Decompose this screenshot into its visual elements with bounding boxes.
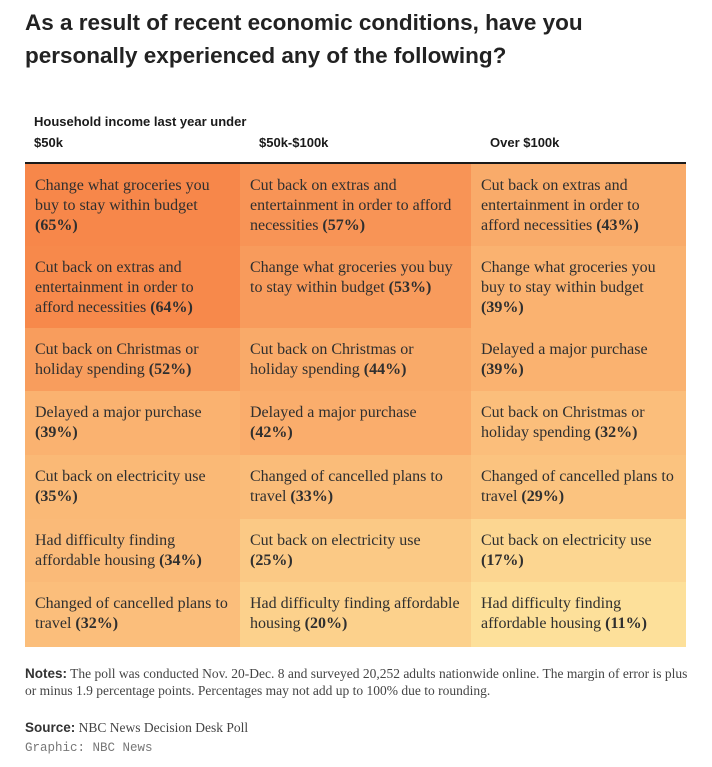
cell-percentage: (44%) [363,361,407,378]
table-cell: Delayed a major purchase (42%) [240,391,471,455]
cell-label: Change what groceries you buy to stay wi… [35,177,210,214]
cell-label: Changed of cancelled plans to travel [35,595,228,632]
table-cell: Had difficulty finding affordable housin… [25,519,240,582]
cell-label: Cut back on extras and entertainment in … [35,259,194,316]
cell-percentage: (34%) [159,552,202,569]
heatmap-table: Change what groceries you buy to stay wi… [25,164,686,647]
column-headers: Household income last year under $50k $5… [25,113,687,163]
cell-percentage: (32%) [594,424,638,441]
table-cell: Change what groceries you buy to stay wi… [25,164,240,246]
cell-percentage: (29%) [521,488,565,505]
table-cell: Delayed a major purchase (39%) [25,391,240,455]
table-cell: Cut back on electricity use (25%) [240,519,471,582]
cell-percentage: (43%) [596,217,639,234]
cell-label: Cut back on electricity use [481,532,652,549]
cell-label: Cut back on Christmas or holiday spendin… [481,404,645,441]
cell-label: Changed of cancelled plans to travel [481,468,674,505]
table-cell: Had difficulty finding affordable housin… [471,582,686,647]
cell-percentage: (32%) [75,615,119,632]
table-cell: Cut back on Christmas or holiday spendin… [471,391,686,455]
source-label: Source: [25,720,76,735]
cell-percentage: (33%) [290,488,334,505]
cell-percentage: (20%) [304,615,348,632]
column-header-50k-100k: $50k-$100k [259,135,329,150]
chart-title: As a result of recent economic condition… [25,10,583,68]
table-cell: Had difficulty finding affordable housin… [240,582,471,647]
table-cell: Delayed a major purchase (39%) [471,328,686,391]
cell-percentage: (39%) [481,299,524,316]
table-cell: Changed of cancelled plans to travel (29… [471,455,686,519]
header-rule [25,162,686,164]
cell-percentage: (25%) [250,552,293,569]
cell-label: Cut back on electricity use [250,532,421,549]
column-header-over-100k: Over $100k [490,135,560,150]
cell-label: Change what groceries you buy to stay wi… [250,259,453,296]
cell-percentage: (53%) [388,279,432,296]
cell-percentage: (39%) [481,361,524,378]
cell-label: Cut back on electricity use [35,468,206,485]
table-cell: Cut back on extras and entertainment in … [471,164,686,246]
table-cell: Changed of cancelled plans to travel (33… [240,455,471,519]
cell-label: Delayed a major purchase [35,404,202,421]
table-cell: Cut back on electricity use (35%) [25,455,240,519]
cell-label: Cut back on extras and entertainment in … [250,177,452,234]
source: Source: NBC News Decision Desk Poll [25,719,690,736]
cell-percentage: (39%) [35,424,78,441]
cell-percentage: (42%) [250,424,293,441]
table-cell: Change what groceries you buy to stay wi… [471,246,686,328]
cell-label: Delayed a major purchase [250,404,417,421]
source-text: NBC News Decision Desk Poll [78,720,249,735]
cell-percentage: (65%) [35,217,78,234]
table-cell: Cut back on extras and entertainment in … [240,164,471,246]
notes-label: Notes: [25,666,68,681]
cell-percentage: (35%) [35,488,78,505]
graphic-credit: Graphic: NBC News [25,741,153,755]
cell-percentage: (17%) [481,552,524,569]
cell-label: Cut back on extras and entertainment in … [481,177,640,234]
cell-label: Had difficulty finding affordable housin… [250,595,460,632]
cell-label: Change what groceries you buy to stay wi… [481,259,656,296]
cell-label: Cut back on Christmas or holiday spendin… [35,341,199,378]
cell-label: Delayed a major purchase [481,341,648,358]
notes: Notes: The poll was conducted Nov. 20-De… [25,665,690,699]
column-header-under-50k: Household income last year under $50k [34,114,247,150]
cell-percentage: (52%) [148,361,192,378]
table-cell: Change what groceries you buy to stay wi… [240,246,471,328]
cell-percentage: (11%) [605,615,647,632]
table-cell: Cut back on electricity use (17%) [471,519,686,582]
cell-percentage: (64%) [150,299,193,316]
table-cell: Cut back on extras and entertainment in … [25,246,240,328]
table-cell: Cut back on Christmas or holiday spendin… [25,328,240,391]
cell-label: Changed of cancelled plans to travel [250,468,443,505]
table-cell: Changed of cancelled plans to travel (32… [25,582,240,647]
cell-percentage: (57%) [322,217,366,234]
table-cell: Cut back on Christmas or holiday spendin… [240,328,471,391]
cell-label: Had difficulty finding affordable housin… [481,595,622,632]
cell-label: Had difficulty finding affordable housin… [35,532,176,569]
cell-label: Cut back on Christmas or holiday spendin… [250,341,414,378]
notes-text: The poll was conducted Nov. 20-Dec. 8 an… [25,666,688,698]
